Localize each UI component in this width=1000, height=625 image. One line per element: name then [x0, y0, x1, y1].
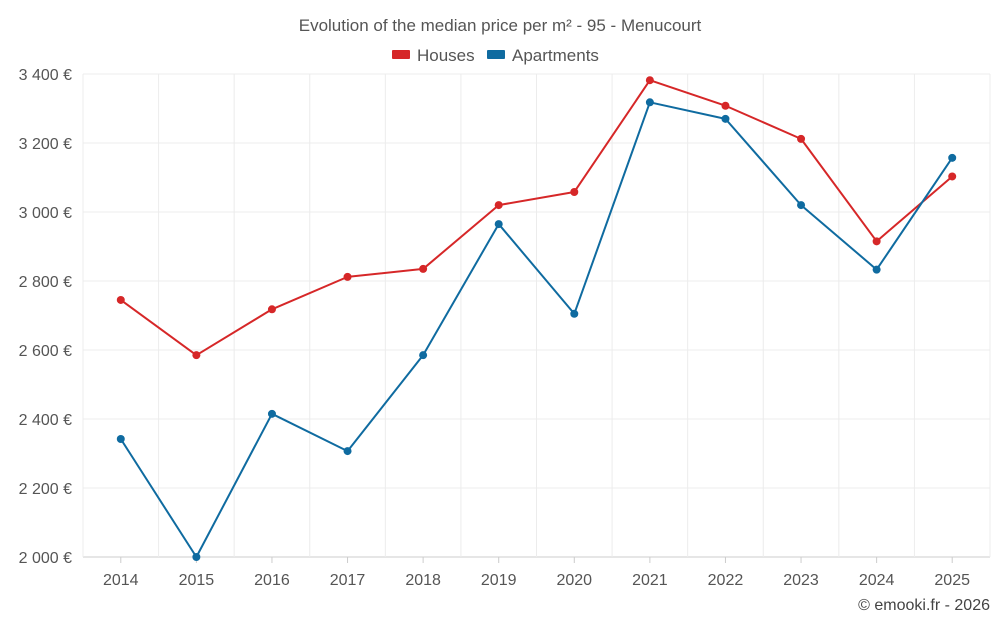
x-tick-label: 2016	[254, 572, 290, 589]
data-point-apartments	[267, 409, 276, 418]
data-point-apartments	[645, 98, 654, 107]
data-point-apartments	[192, 553, 201, 561]
data-point-houses	[797, 134, 806, 143]
data-point-houses	[645, 76, 654, 85]
legend-label-apartments: Apartments	[512, 46, 599, 65]
y-tick-label: 3 200 €	[19, 136, 72, 153]
data-point-apartments	[419, 351, 428, 360]
x-tick-label: 2018	[405, 572, 441, 589]
data-point-houses	[570, 187, 579, 196]
data-point-houses	[116, 295, 125, 304]
x-tick-label: 2020	[556, 572, 592, 589]
data-point-apartments	[872, 265, 881, 274]
data-point-houses	[419, 264, 428, 273]
data-point-houses	[721, 101, 730, 110]
y-tick-label: 3 400 €	[19, 67, 72, 84]
data-point-houses	[267, 305, 276, 314]
chart-title: Evolution of the median price per m² - 9…	[299, 16, 702, 35]
data-point-houses	[192, 351, 201, 360]
data-point-apartments	[948, 153, 957, 162]
x-tick-label: 2015	[179, 572, 215, 589]
series-line-houses	[120, 79, 953, 357]
data-point-houses	[494, 201, 503, 210]
legend-swatch-apartments	[487, 50, 505, 59]
data-point-houses	[948, 172, 957, 181]
y-tick-label: 2 800 €	[19, 274, 72, 291]
data-point-apartments	[721, 114, 730, 123]
data-point-houses	[872, 237, 881, 246]
credit-text: © emooki.fr - 2026	[858, 597, 990, 614]
y-tick-label: 3 000 €	[19, 205, 72, 222]
y-tick-label: 2 000 €	[19, 550, 72, 567]
grid	[82, 73, 991, 558]
y-tick-label: 2 400 €	[19, 412, 72, 429]
x-tick-label: 2025	[934, 572, 970, 589]
axes: 2 000 € 2 200 € 2 400 € 2 600 € 2 800 € 3 000…	[19, 67, 970, 589]
legend-label-houses: Houses	[417, 46, 475, 65]
x-tick-label: 2023	[783, 572, 819, 589]
x-tick-label: 2021	[632, 572, 668, 589]
series-line-apartments	[119, 101, 954, 558]
y-tick-label: 2 600 €	[19, 343, 72, 360]
data-point-apartments	[494, 220, 503, 229]
data-point-apartments	[116, 435, 125, 444]
data-point-apartments	[570, 309, 579, 318]
x-tick-label: 2022	[708, 572, 744, 589]
data-point-apartments	[797, 201, 806, 210]
data-point-apartments	[343, 447, 352, 456]
x-tick-label: 2014	[103, 572, 139, 589]
y-tick-label: 2 200 €	[19, 481, 72, 498]
x-tick-label: 2017	[330, 572, 366, 589]
x-tick-label: 2024	[859, 572, 895, 589]
series	[116, 76, 957, 561]
legend-swatch-houses	[392, 50, 410, 59]
data-point-houses	[343, 272, 352, 281]
x-tick-label: 2019	[481, 572, 517, 589]
legend: Houses Apartments	[392, 46, 599, 65]
